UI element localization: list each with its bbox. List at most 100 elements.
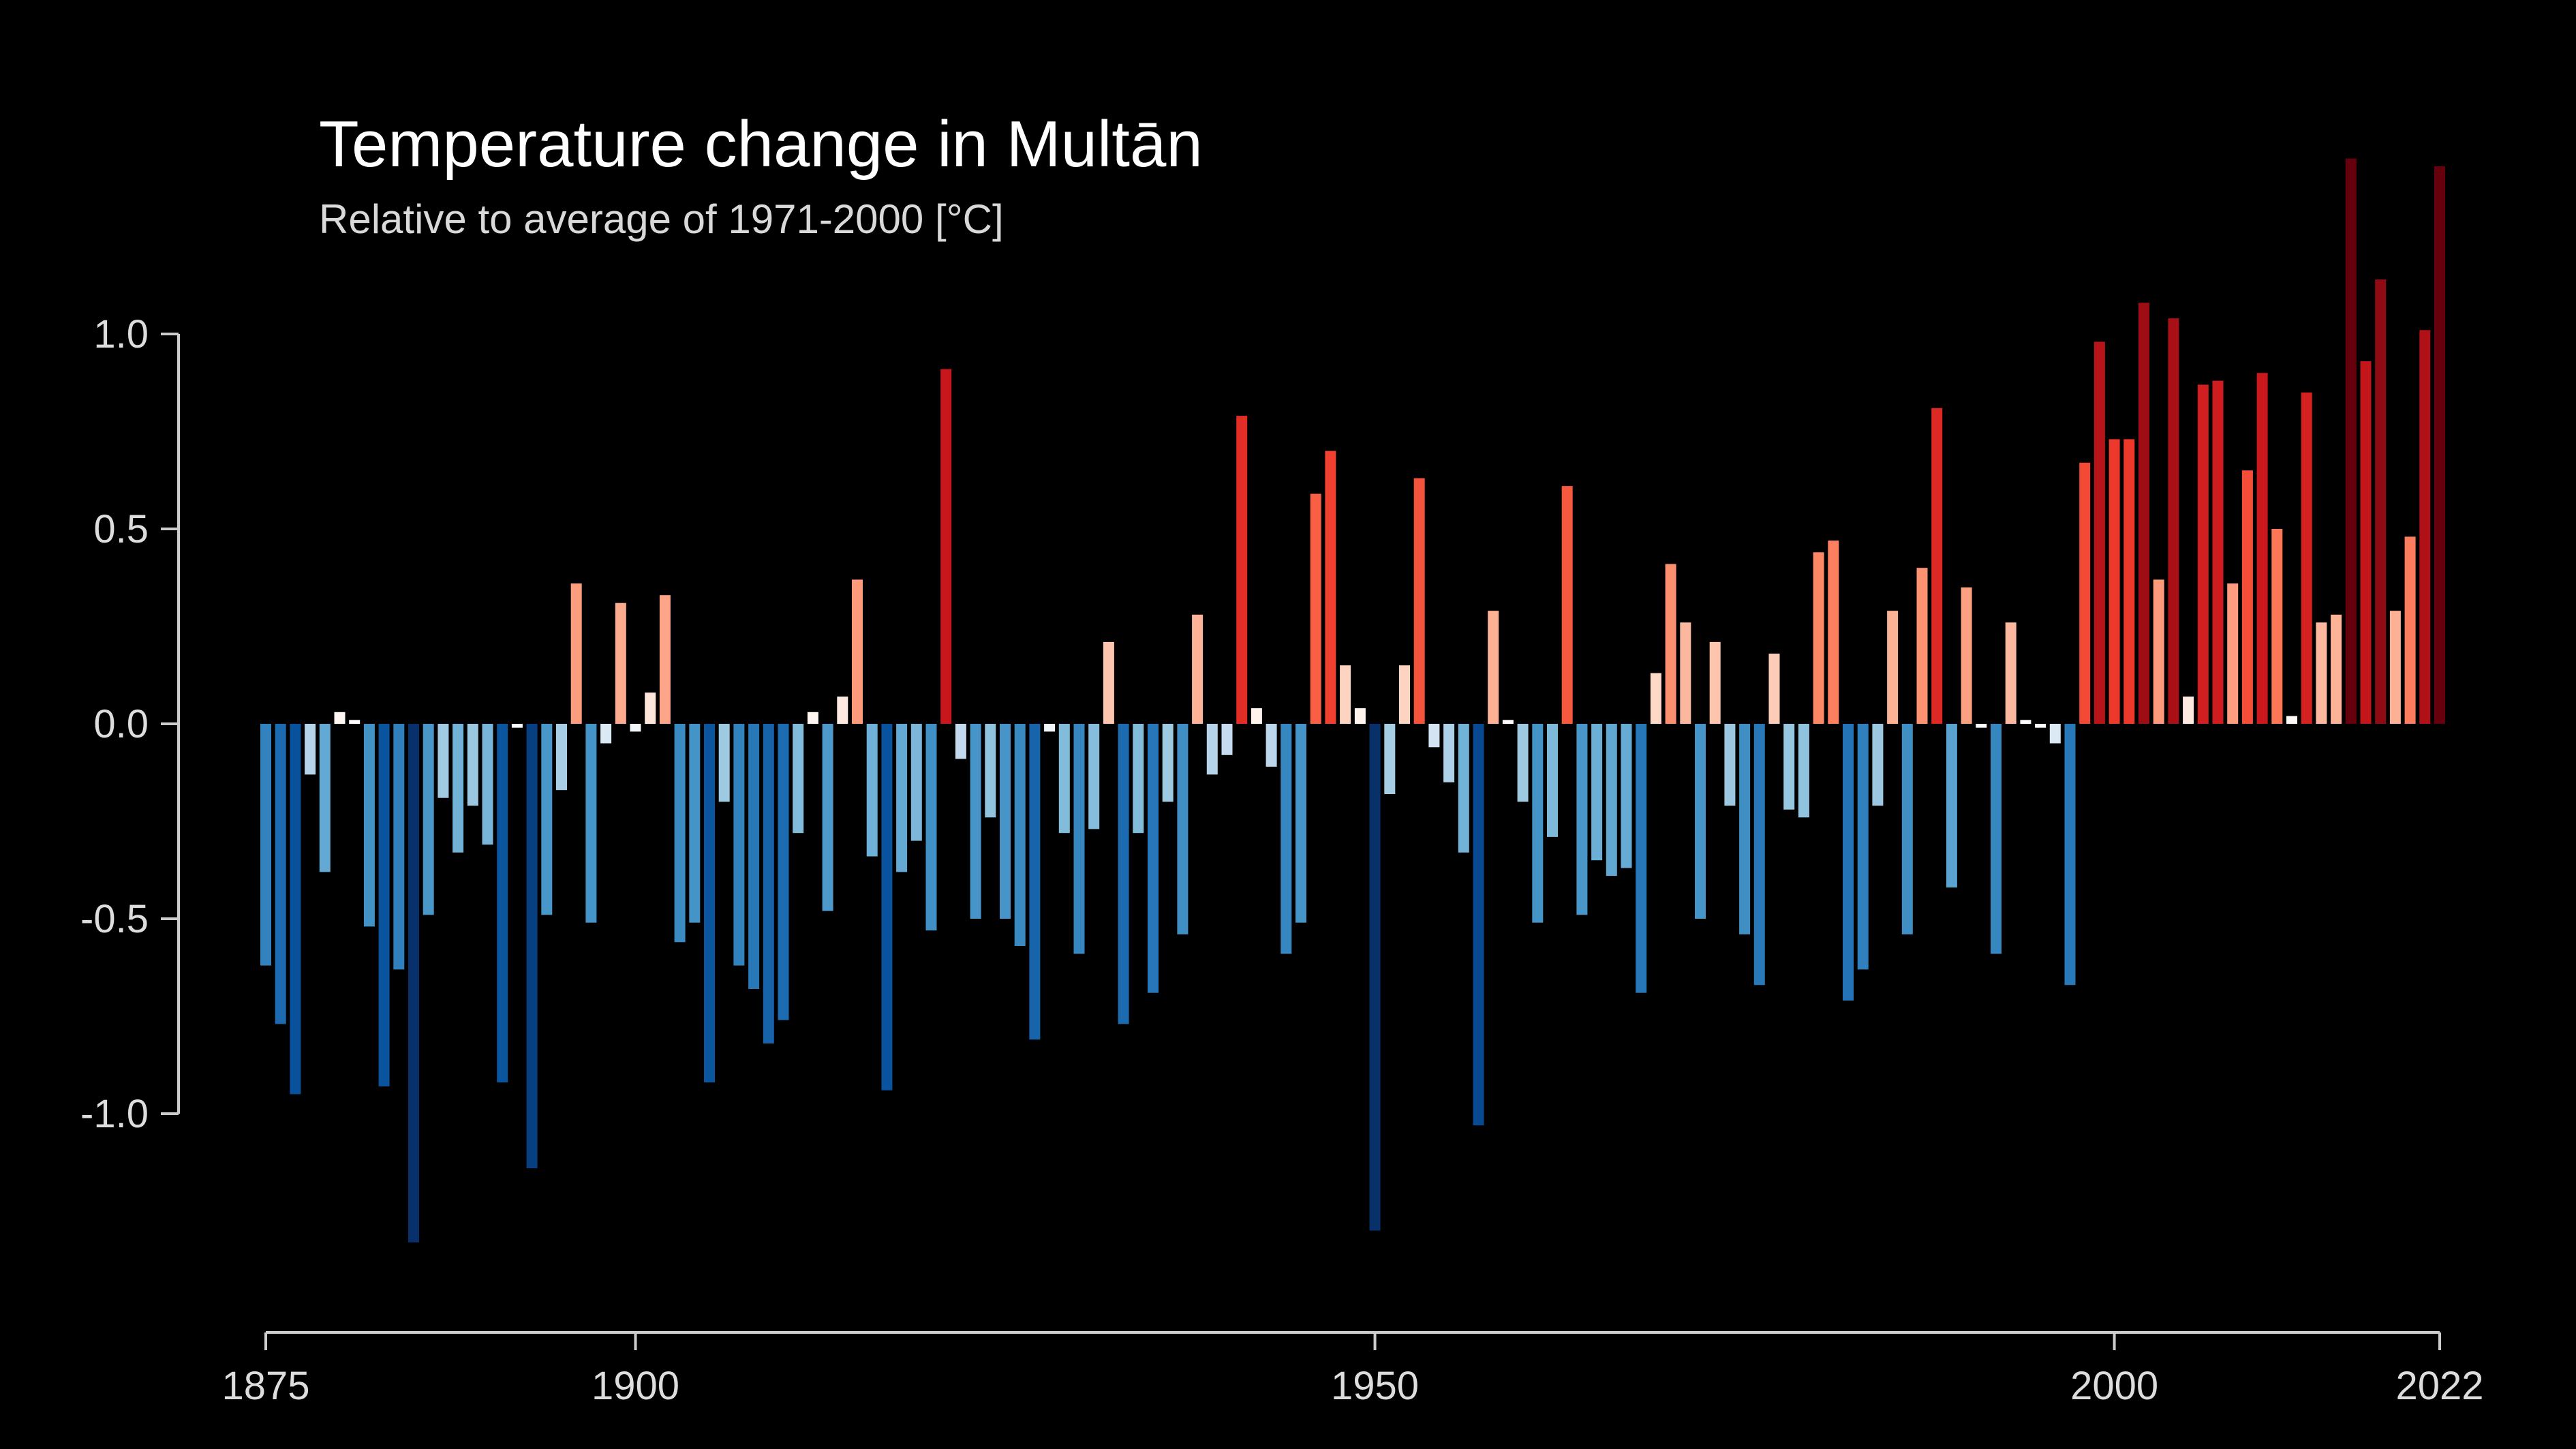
- bar-1929: [1058, 724, 1070, 834]
- bar-2004: [2168, 318, 2179, 724]
- y-tick-label: 1.0: [93, 312, 149, 356]
- bar-2014: [2316, 622, 2327, 724]
- bar-1943: [1266, 724, 1277, 767]
- bar-1948: [1340, 665, 1351, 724]
- bar-1916: [866, 724, 878, 857]
- bar-1930: [1073, 724, 1085, 954]
- bar-2020: [2404, 536, 2416, 724]
- bar-1908: [748, 724, 760, 989]
- x-tick-label: 1875: [221, 1364, 309, 1408]
- bar-1972: [1695, 724, 1706, 919]
- bar-1946: [1310, 493, 1321, 724]
- bar-1914: [837, 697, 848, 724]
- bar-1971: [1680, 622, 1691, 724]
- bar-1912: [807, 712, 818, 724]
- bar-1962: [1547, 724, 1558, 837]
- bar-1894: [541, 724, 553, 915]
- bar-1966: [1606, 724, 1617, 876]
- bar-1890: [482, 724, 493, 845]
- bar-1952: [1399, 665, 1410, 724]
- bar-2018: [2375, 279, 2387, 724]
- bar-1939: [1206, 724, 1218, 775]
- bar-1913: [822, 724, 833, 911]
- bar-2003: [2153, 579, 2164, 724]
- bar-1998: [2079, 462, 2091, 724]
- x-tick-label: 1900: [592, 1364, 679, 1408]
- bar-1982: [1843, 724, 1854, 1001]
- bar-1880: [334, 712, 346, 724]
- bar-1990: [1961, 587, 1972, 724]
- bar-1970: [1665, 564, 1676, 724]
- bar-1931: [1088, 724, 1100, 829]
- y-tick-label: 0.5: [93, 507, 149, 551]
- bar-1944: [1281, 724, 1292, 954]
- bar-1887: [438, 724, 449, 798]
- bar-1941: [1236, 416, 1248, 724]
- bar-1957: [1473, 724, 1484, 1126]
- bar-2000: [2109, 439, 2120, 724]
- bar-1984: [1872, 724, 1884, 806]
- bar-1927: [1029, 724, 1041, 1040]
- bar-2016: [2345, 158, 2357, 724]
- bar-1949: [1354, 708, 1366, 724]
- bar-1976: [1753, 724, 1765, 986]
- bar-1942: [1251, 708, 1262, 724]
- bar-1915: [852, 579, 863, 724]
- bar-1902: [659, 595, 671, 724]
- bar-1958: [1488, 611, 1499, 724]
- bar-2012: [2286, 716, 2297, 724]
- bar-2011: [2271, 529, 2283, 724]
- bar-1951: [1384, 724, 1396, 794]
- bar-1986: [1901, 724, 1913, 934]
- bar-1992: [1991, 724, 2002, 954]
- bar-1901: [645, 692, 656, 724]
- bars-group: [260, 158, 2445, 1242]
- bar-1878: [305, 724, 316, 775]
- x-axis: 1875 1900 1950 2000 2022: [221, 1331, 2484, 1408]
- bar-1893: [526, 724, 538, 1169]
- bar-1950: [1369, 724, 1381, 1231]
- bar-1964: [1576, 724, 1588, 915]
- bar-1953: [1413, 478, 1425, 724]
- bar-2006: [2197, 384, 2209, 724]
- x-tick-label: 2000: [2070, 1364, 2158, 1408]
- bar-1918: [896, 724, 908, 872]
- bar-1985: [1887, 611, 1899, 724]
- bar-1892: [511, 724, 523, 728]
- bar-1938: [1192, 614, 1203, 724]
- bar-1936: [1162, 724, 1174, 802]
- bar-1967: [1621, 724, 1632, 868]
- bar-1973: [1709, 641, 1721, 724]
- bar-2007: [2212, 380, 2224, 724]
- bar-1895: [556, 724, 567, 791]
- bar-1910: [778, 724, 789, 1020]
- bar-1993: [2005, 622, 2017, 724]
- bar-1963: [1561, 486, 1573, 724]
- bar-1977: [1768, 654, 1780, 724]
- bar-1897: [585, 724, 597, 923]
- bar-1961: [1532, 724, 1544, 923]
- bar-1919: [910, 724, 922, 841]
- bar-2021: [2419, 330, 2431, 724]
- bar-1924: [985, 724, 996, 818]
- bar-1875: [260, 724, 271, 966]
- y-axis: 1.0 0.5 0.0 -0.5 -1.0: [80, 312, 180, 1136]
- bar-1917: [881, 724, 893, 1090]
- bar-2002: [2138, 303, 2149, 724]
- bar-2001: [2123, 439, 2135, 724]
- bar-1879: [319, 724, 331, 872]
- bar-1884: [393, 724, 405, 970]
- bar-1995: [2035, 724, 2046, 728]
- bar-2013: [2301, 392, 2312, 724]
- bar-1978: [1783, 724, 1795, 810]
- y-tick-label: 0.0: [93, 702, 149, 746]
- bar-1991: [1976, 724, 1987, 728]
- bar-1999: [2094, 341, 2105, 724]
- bar-2017: [2360, 361, 2372, 724]
- bar-1988: [1931, 408, 1943, 724]
- bar-1896: [570, 583, 582, 724]
- bar-1889: [467, 724, 478, 806]
- bar-2009: [2241, 470, 2253, 724]
- chart-subtitle: Relative to average of 1971-2000 [°C]: [319, 196, 1004, 242]
- bar-1987: [1916, 568, 1928, 724]
